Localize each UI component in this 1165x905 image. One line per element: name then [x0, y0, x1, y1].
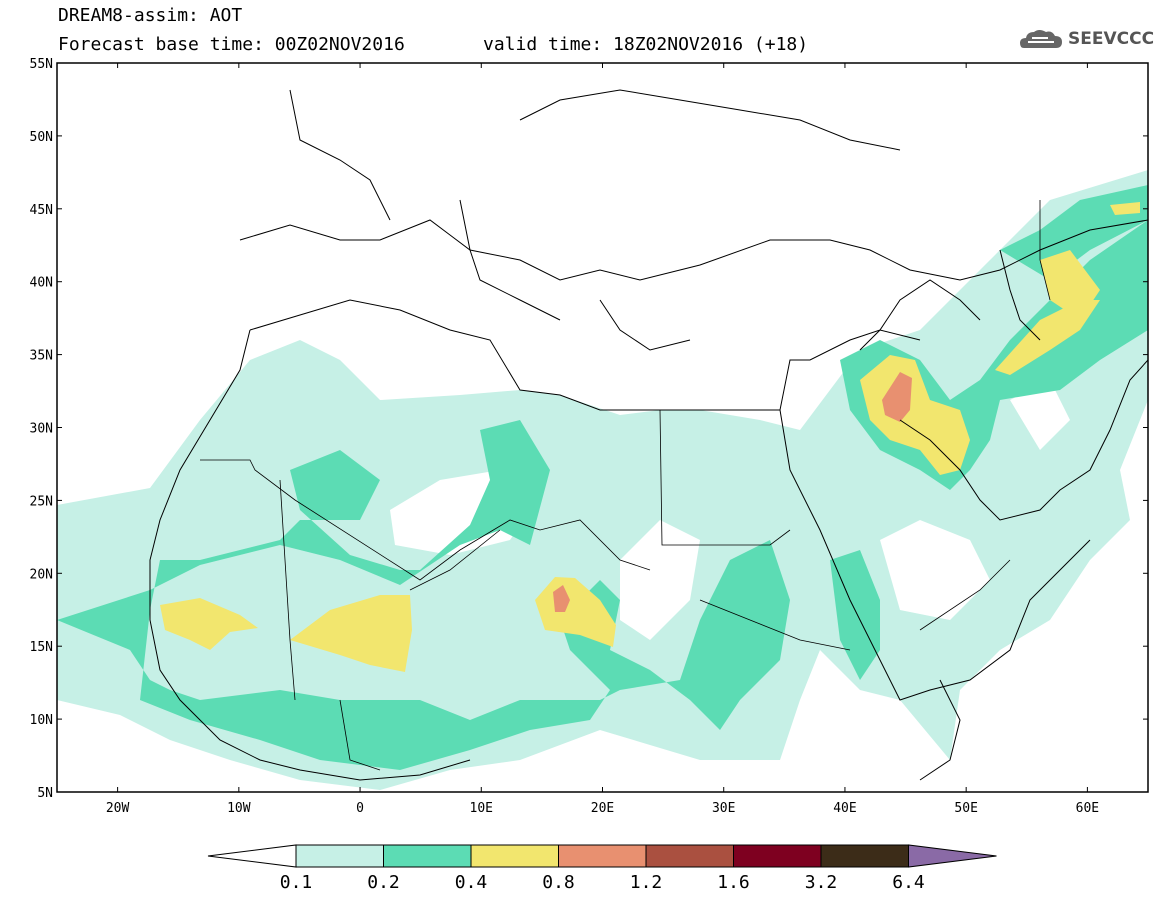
cloud-icon	[1020, 30, 1062, 48]
lat-axis: 55N 50N 45N 40N 35N 30N 25N 20N 15N 10N 5N	[30, 57, 1148, 801]
colorbar-tick-label: 6.4	[892, 872, 925, 893]
colorbar: 0.1 0.2 0.4 0.8 1.2 1.6 3.2 6.4	[207, 844, 997, 893]
lat-label: 45N	[30, 203, 53, 218]
seevccc-logo: SEEVCCC	[1068, 29, 1155, 49]
colorbar-tick-label: 1.6	[717, 872, 750, 893]
colorbar-tick-label: 0.8	[542, 872, 575, 893]
lon-label: 20W	[106, 801, 130, 816]
lon-label: 20E	[591, 801, 614, 816]
lon-label: 30E	[712, 801, 735, 816]
lon-label: 0	[356, 801, 364, 816]
colorbar-tick-label: 0.1	[280, 872, 313, 893]
lat-label: 40N	[30, 276, 53, 291]
lon-label: 60E	[1076, 801, 1099, 816]
lon-label: 10E	[470, 801, 493, 816]
lon-axis: 20W 10W 0 10E 20E 30E 40E 50E 60E	[106, 63, 1099, 816]
colorbar-tick-label: 0.2	[367, 872, 400, 893]
aot-contours	[57, 63, 1148, 792]
colorbar-tick-label: 0.4	[455, 872, 488, 893]
colorbar-tick-label: 1.2	[630, 872, 663, 893]
colorbar-swatch	[733, 844, 822, 868]
map-title: DREAM8-assim: AOT	[58, 5, 243, 26]
forecast-base-time: Forecast base time: 00Z02NOV2016	[58, 34, 405, 55]
colorbar-swatch	[295, 844, 384, 868]
colorbar-swatch	[383, 844, 472, 868]
coastlines	[149, 89, 1148, 781]
colorbar-arrow-right	[908, 844, 997, 868]
valid-time: valid time: 18Z02NOV2016 (+18)	[483, 34, 809, 55]
lat-label: 15N	[30, 640, 53, 655]
colorbar-swatch	[470, 844, 559, 868]
lon-label: 40E	[833, 801, 856, 816]
lat-label: 20N	[30, 567, 53, 582]
colorbar-swatch	[645, 844, 734, 868]
colorbar-arrow-left	[207, 844, 297, 868]
colorbar-tick-label: 3.2	[805, 872, 838, 893]
colorbar-swatch	[558, 844, 647, 868]
colorbar-swatch	[820, 844, 909, 868]
lon-label: 10W	[227, 801, 251, 816]
lon-label: 50E	[954, 801, 977, 816]
lat-label: 30N	[30, 422, 53, 437]
lat-label: 55N	[30, 57, 53, 72]
country-borders	[200, 200, 1051, 771]
lat-label: 35N	[30, 349, 53, 364]
lat-label: 50N	[30, 130, 53, 145]
lat-label: 5N	[37, 786, 53, 801]
lat-label: 25N	[30, 494, 53, 509]
lat-label: 10N	[30, 713, 53, 728]
